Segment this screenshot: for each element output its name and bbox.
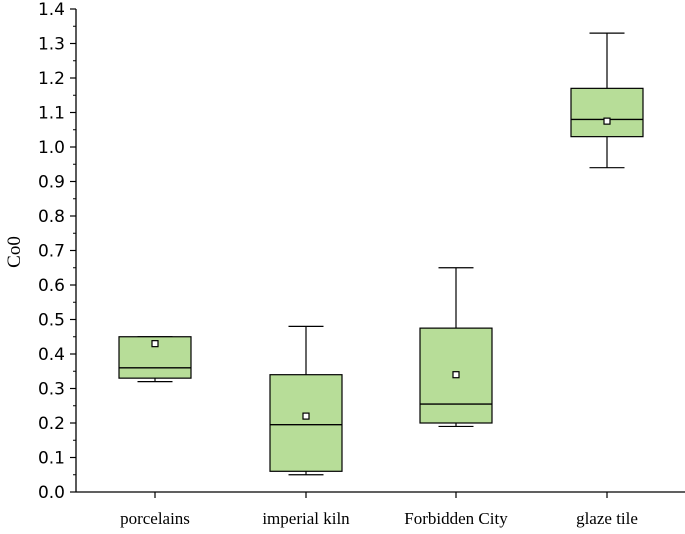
y-tick-label: 0.1 [38, 449, 65, 469]
mean-marker [302, 412, 310, 420]
y-tick-label: 1.4 [38, 0, 65, 20]
box-iqr [570, 87, 644, 138]
y-tick-label: 1.0 [38, 138, 65, 158]
box-group-imperial-kiln [269, 325, 343, 476]
box-group-porcelains [118, 336, 192, 383]
x-category-label: imperial kiln [262, 509, 350, 528]
y-tick-label: 0.9 [38, 173, 65, 193]
x-category-label: porcelains [120, 509, 190, 528]
y-tick-label: 0.6 [38, 276, 65, 296]
y-tick-label: 1.1 [38, 104, 65, 124]
box-group-glaze-tile [570, 32, 644, 169]
x-category-label: Forbidden City [404, 509, 508, 528]
box-iqr [269, 374, 343, 472]
box-group-forbidden-city [419, 267, 493, 428]
y-tick-label: 0.7 [38, 242, 65, 262]
mean-marker [452, 371, 460, 379]
y-tick-label: 0.0 [38, 483, 65, 503]
y-tick-label: 0.2 [38, 414, 65, 434]
y-tick-label: 0.8 [38, 207, 65, 227]
box-marks [118, 32, 644, 476]
y-tick-label: 1.2 [38, 69, 65, 89]
mean-marker [151, 340, 159, 348]
y-tick-label: 0.4 [38, 345, 65, 365]
y-tick-label: 1.3 [38, 35, 65, 55]
axes: 0.0 0.1 0.2 0.3 0.4 0.5 0.6 0.7 0.8 0.9 1.0 1.1 1.2 1… [38, 0, 685, 528]
y-tick-label: 0.3 [38, 380, 65, 400]
mean-marker [603, 117, 611, 125]
x-category-label: glaze tile [576, 509, 638, 528]
y-axis-title: Co0 [4, 236, 25, 268]
y-tick-label: 0.5 [38, 311, 65, 331]
